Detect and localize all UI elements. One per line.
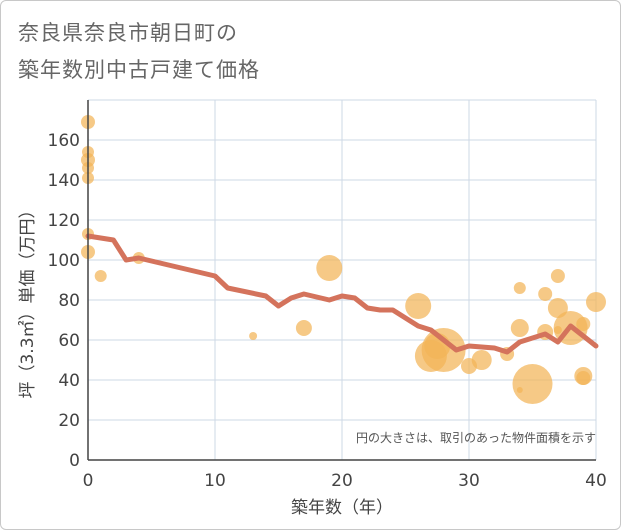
data-bubble bbox=[94, 270, 107, 282]
y-tick-label: 80 bbox=[58, 291, 80, 311]
x-tick-label: 0 bbox=[83, 471, 94, 491]
data-bubble bbox=[513, 282, 526, 294]
data-bubble bbox=[295, 320, 312, 336]
data-bubble bbox=[538, 287, 553, 301]
y-tick-label: 20 bbox=[58, 411, 80, 431]
y-tick-label: 120 bbox=[48, 211, 80, 231]
data-bubble bbox=[421, 328, 466, 372]
y-tick-label: 0 bbox=[69, 451, 80, 471]
x-tick-label: 20 bbox=[331, 471, 353, 491]
chart-title-line-2: 築年数別中古戸建て価格 bbox=[18, 58, 260, 82]
trend-line-layer bbox=[85, 233, 599, 355]
chart-grid bbox=[88, 99, 597, 460]
data-bubble bbox=[512, 364, 553, 404]
data-bubble bbox=[249, 332, 258, 340]
y-tick-label: 60 bbox=[58, 331, 80, 351]
chart-title: 奈良県奈良市朝日町の 築年数別中古戸建て価格 bbox=[18, 15, 260, 89]
y-tick-label: 40 bbox=[58, 371, 80, 391]
y-tick-label: 100 bbox=[48, 251, 80, 271]
size-legend-note: 円の大きさは、取引のあった物件面積を示す bbox=[356, 430, 596, 445]
y-tick-label: 140 bbox=[48, 171, 80, 191]
x-tick-label: 40 bbox=[585, 471, 607, 491]
y-axis-label: 坪（3.3㎡）単価（万円） bbox=[18, 201, 38, 398]
y-tick-label: 160 bbox=[48, 131, 80, 151]
data-bubble bbox=[586, 292, 606, 312]
chart-axes bbox=[87, 100, 596, 461]
data-bubble bbox=[405, 293, 432, 319]
data-bubble bbox=[576, 371, 591, 385]
data-bubble bbox=[550, 269, 565, 283]
data-bubble bbox=[510, 319, 529, 337]
chart-title-line-1: 奈良県奈良市朝日町の bbox=[18, 21, 238, 45]
x-tick-label: 10 bbox=[204, 471, 226, 491]
tick-labels: 0 20 40 60 80 100 120 140 160 0 10 20 30 40 bbox=[48, 131, 607, 491]
x-tick-label: 30 bbox=[458, 471, 480, 491]
data-bubble bbox=[471, 350, 492, 370]
average-price-line bbox=[85, 233, 599, 355]
x-axis-label: 築年数（年） bbox=[291, 498, 393, 518]
data-bubble bbox=[316, 255, 343, 281]
data-bubble bbox=[576, 317, 591, 331]
